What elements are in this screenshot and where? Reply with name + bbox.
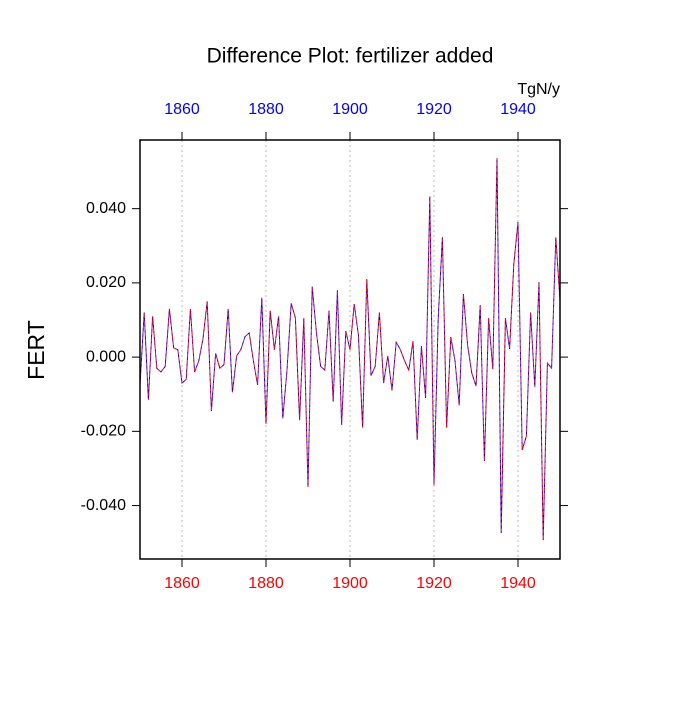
data-line [139,158,561,541]
units-label: TgN/y [517,81,560,98]
chart-title: Difference Plot: fertilizer added [207,45,494,68]
plot-frame [139,139,561,560]
y-axis-label: FERT [23,320,49,380]
x-tick-label: 1880 [248,575,284,592]
x2-tick-label: 1860 [164,101,200,118]
x-tick-label: 1900 [332,575,368,592]
x2-tick-label: 1940 [500,101,536,118]
y-tick-label: -0.040 [81,497,126,514]
x-tick-label: 1860 [164,575,200,592]
y-tick-label: -0.020 [81,423,126,440]
y-tick-label: 0.040 [86,200,126,217]
y-tick-label: 0.000 [86,348,126,365]
x-tick-label: 1940 [500,575,536,592]
x2-tick-label: 1880 [248,101,284,118]
data-line [139,158,561,541]
x2-tick-label: 1900 [332,101,368,118]
x2-tick-label: 1920 [416,101,452,118]
y-tick-label: 0.020 [86,274,126,291]
x-tick-label: 1920 [416,575,452,592]
